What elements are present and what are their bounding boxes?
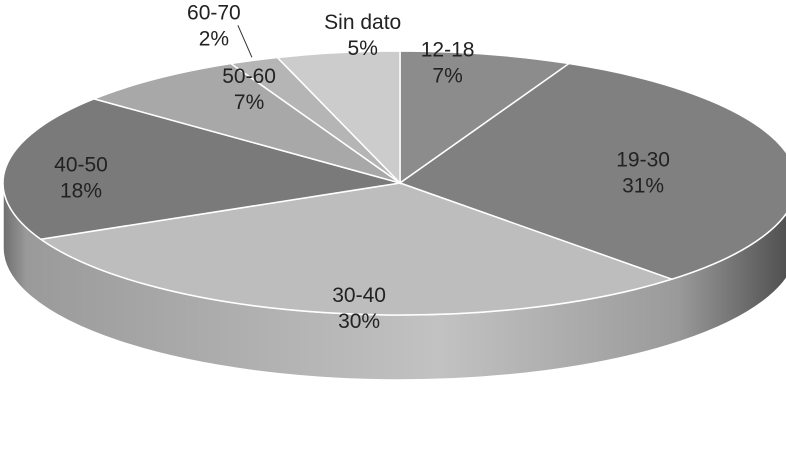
- slice-label-12-18: 12-18: [421, 39, 475, 62]
- pie-slice-40-50: [2, 98, 401, 240]
- slice-value-sin-dato: 5%: [348, 37, 378, 60]
- pie-slice-30-40: [38, 182, 675, 316]
- slice-value-60-70: 2%: [199, 27, 229, 50]
- slice-value-40-50: 18%: [60, 180, 102, 203]
- slice-value-12-18: 7%: [432, 65, 462, 88]
- slice-label-60-70: 60-70: [187, 1, 241, 24]
- pie-slice-19-30: [398, 62, 786, 281]
- slice-label-19-30: 19-30: [616, 149, 670, 172]
- pie-slice-12-18: [399, 50, 571, 185]
- slice-label-30-40: 30-40: [332, 284, 386, 307]
- slice-label-sin-dato: Sin dato: [324, 11, 401, 34]
- slice-label-40-50: 40-50: [54, 154, 108, 177]
- slice-value-19-30: 31%: [622, 175, 664, 198]
- leader-lines: [237, 25, 253, 58]
- leader-line-60-70: [237, 25, 253, 58]
- slice-label-50-60: 50-60: [222, 65, 276, 88]
- slice-value-50-60: 7%: [234, 91, 264, 114]
- pie-slice-50-60: [91, 62, 401, 184]
- pie-slice-sin-dato: [275, 50, 401, 185]
- slice-labels: 12-18 7% 19-30 31% 30-40 30% 40-50 18% 50-60 7% 60…: [54, 1, 670, 333]
- pie-slices: [2, 50, 786, 316]
- slice-value-30-40: 30%: [338, 310, 380, 333]
